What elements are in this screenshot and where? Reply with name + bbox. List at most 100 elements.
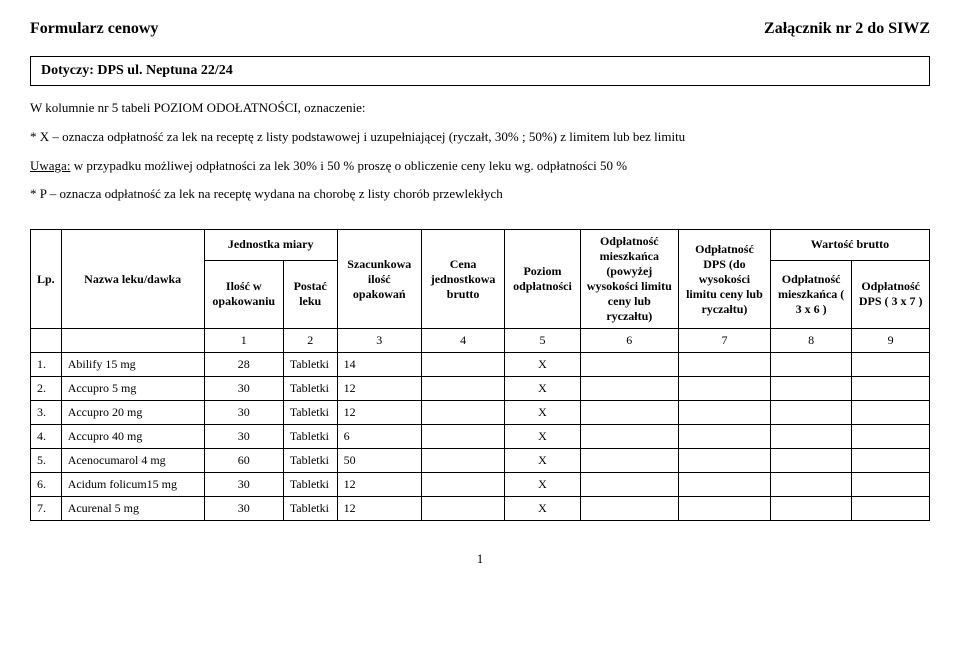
table-cell [580, 425, 678, 449]
table-cell [580, 401, 678, 425]
table-cell: 50 [337, 449, 421, 473]
numcell: 2 [283, 329, 337, 353]
th-nazwa: Nazwa leku/dawka [61, 230, 204, 329]
table-cell: 60 [204, 449, 283, 473]
table-cell: 2. [31, 377, 62, 401]
table-cell [852, 473, 930, 497]
numcell: 5 [505, 329, 580, 353]
table-cell: 30 [204, 473, 283, 497]
table-cell [580, 377, 678, 401]
table-cell: 6. [31, 473, 62, 497]
table-cell [421, 377, 504, 401]
numcell: 9 [852, 329, 930, 353]
th-wb-dps: Odpłatność DPS ( 3 x 7 ) [852, 260, 930, 329]
table-cell: 28 [204, 353, 283, 377]
table-cell [421, 401, 504, 425]
th-wartosc-brutto: Wartość brutto [770, 230, 929, 260]
table-row: 7.Acurenal 5 mg30Tabletki12X [31, 497, 930, 521]
table-cell [770, 377, 851, 401]
table-cell: Tabletki [283, 377, 337, 401]
table-cell [770, 425, 851, 449]
table-cell [421, 353, 504, 377]
table-cell [421, 425, 504, 449]
table-cell: X [505, 401, 580, 425]
table-cell [421, 449, 504, 473]
numcell: 3 [337, 329, 421, 353]
table-cell: 1. [31, 353, 62, 377]
table-cell: X [505, 353, 580, 377]
table-cell: 7. [31, 497, 62, 521]
numcell: 1 [204, 329, 283, 353]
table-row: 2.Accupro 5 mg30Tabletki12 X [31, 377, 930, 401]
table-cell: Accupro 5 mg [61, 377, 204, 401]
numcell [61, 329, 204, 353]
table-cell [852, 425, 930, 449]
th-szacunkowa: Szacunkowa ilość opakowań [337, 230, 421, 329]
table-cell: X [505, 425, 580, 449]
table-cell: 12 [337, 401, 421, 425]
numcell: 6 [580, 329, 678, 353]
table-cell: 14 [337, 353, 421, 377]
table-cell [852, 353, 930, 377]
table-cell: 12 [337, 473, 421, 497]
intro-p3-rest: w przypadku możliwej odpłatności za lek … [70, 158, 627, 173]
table-cell [770, 497, 851, 521]
table-cell [770, 401, 851, 425]
numcell: 7 [678, 329, 770, 353]
page-number: 1 [30, 551, 930, 567]
table-cell [678, 449, 770, 473]
th-lp: Lp. [31, 230, 62, 329]
price-table: Lp. Nazwa leku/dawka Jednostka miary Sza… [30, 229, 930, 521]
intro-block: W kolumnie nr 5 tabeli POZIOM ODOŁATNOŚC… [30, 98, 930, 205]
table-cell: X [505, 377, 580, 401]
table-cell [770, 353, 851, 377]
table-cell [678, 497, 770, 521]
table-cell: 30 [204, 401, 283, 425]
table-cell: Tabletki [283, 449, 337, 473]
intro-p4: * P – oznacza odpłatność za lek na recep… [30, 184, 930, 205]
table-cell: X [505, 497, 580, 521]
table-cell: Acenocumarol 4 mg [61, 449, 204, 473]
table-row: 6.Acidum folicum15 mg30Tabletki12X [31, 473, 930, 497]
table-cell [770, 473, 851, 497]
table-row: 1.Abilify 15 mg28Tabletki14X [31, 353, 930, 377]
table-cell [852, 449, 930, 473]
table-cell: 6 [337, 425, 421, 449]
table-cell [580, 449, 678, 473]
intro-p1: W kolumnie nr 5 tabeli POZIOM ODOŁATNOŚC… [30, 98, 930, 119]
table-cell [421, 497, 504, 521]
table-cell: 30 [204, 425, 283, 449]
th-ilosc-opakowaniu: Ilość w opakowaniu [204, 260, 283, 329]
table-cell: 4. [31, 425, 62, 449]
intro-p3: Uwaga: w przypadku możliwej odpłatności … [30, 156, 930, 177]
subject-box: Dotyczy: DPS ul. Neptuna 22/24 [30, 56, 930, 86]
table-cell: Tabletki [283, 401, 337, 425]
table-cell [580, 497, 678, 521]
table-cell [678, 377, 770, 401]
table-cell: 30 [204, 497, 283, 521]
table-cell: 5. [31, 449, 62, 473]
numcell: 8 [770, 329, 851, 353]
table-cell: Accupro 20 mg [61, 401, 204, 425]
th-jednostka: Jednostka miary [204, 230, 337, 260]
numcell: 4 [421, 329, 504, 353]
table-cell: 12 [337, 377, 421, 401]
th-postac-leku: Postać leku [283, 260, 337, 329]
table-cell: Tabletki [283, 425, 337, 449]
table-cell: X [505, 449, 580, 473]
table-cell [852, 497, 930, 521]
th-cena: Cena jednostkowa brutto [421, 230, 504, 329]
table-cell [852, 377, 930, 401]
column-number-row: 1 2 3 4 5 6 7 8 9 [31, 329, 930, 353]
table-cell [770, 449, 851, 473]
table-cell [678, 353, 770, 377]
header-right: Załącznik nr 2 do SIWZ [764, 20, 930, 38]
header-left: Formularz cenowy [30, 20, 158, 38]
table-cell: Tabletki [283, 497, 337, 521]
table-cell: 30 [204, 377, 283, 401]
table-cell: Tabletki [283, 473, 337, 497]
table-cell [678, 425, 770, 449]
table-cell [678, 401, 770, 425]
table-cell [580, 473, 678, 497]
th-poziom: Poziom odpłatności [505, 230, 580, 329]
